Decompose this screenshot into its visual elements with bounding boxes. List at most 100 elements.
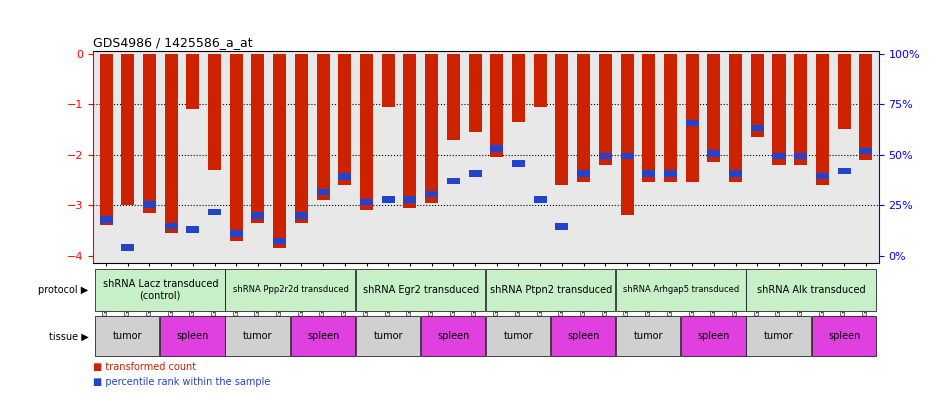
- Bar: [469, 53, 482, 132]
- Bar: [751, 125, 764, 131]
- Bar: [555, 53, 568, 185]
- Text: shRNA Ppp2r2d transduced: shRNA Ppp2r2d transduced: [232, 285, 349, 294]
- Bar: [485, 268, 616, 311]
- Bar: [512, 53, 525, 122]
- Bar: [490, 53, 503, 157]
- Bar: [578, 170, 591, 177]
- Bar: [121, 53, 134, 205]
- Text: tumor: tumor: [374, 331, 403, 342]
- Text: spleen: spleen: [828, 331, 860, 342]
- Bar: [534, 196, 547, 203]
- Text: ■ transformed count: ■ transformed count: [93, 362, 196, 373]
- Bar: [751, 53, 764, 137]
- Bar: [273, 53, 286, 248]
- Bar: [685, 53, 698, 182]
- Bar: [664, 53, 677, 182]
- Bar: [273, 237, 286, 244]
- Bar: [165, 53, 178, 233]
- Bar: [682, 316, 746, 356]
- Bar: [485, 316, 551, 356]
- Text: shRNA Ptpn2 transduced: shRNA Ptpn2 transduced: [490, 285, 612, 295]
- Bar: [251, 53, 264, 223]
- Bar: [812, 316, 876, 356]
- Bar: [729, 170, 742, 177]
- Bar: [664, 170, 677, 177]
- Bar: [381, 196, 394, 203]
- Text: GDS4986 / 1425586_a_at: GDS4986 / 1425586_a_at: [93, 35, 253, 48]
- Bar: [251, 212, 264, 219]
- Bar: [339, 53, 352, 185]
- Bar: [555, 223, 568, 230]
- Bar: [420, 316, 485, 356]
- Bar: [838, 53, 851, 129]
- Bar: [121, 244, 134, 251]
- Bar: [355, 316, 420, 356]
- Bar: [747, 316, 811, 356]
- Text: spleen: spleen: [698, 331, 730, 342]
- Text: tumor: tumor: [764, 331, 793, 342]
- Bar: [685, 120, 698, 127]
- Text: spleen: spleen: [307, 331, 339, 342]
- Bar: [794, 152, 807, 159]
- Bar: [617, 316, 681, 356]
- Text: tumor: tumor: [634, 331, 663, 342]
- Text: spleen: spleen: [437, 331, 470, 342]
- Text: tumor: tumor: [113, 331, 142, 342]
- Bar: [360, 53, 373, 210]
- Bar: [773, 53, 786, 165]
- Bar: [643, 53, 656, 182]
- Bar: [617, 268, 746, 311]
- Bar: [620, 152, 633, 159]
- Bar: [469, 170, 482, 177]
- Bar: [578, 53, 591, 182]
- Text: shRNA Lacz transduced
(control): shRNA Lacz transduced (control): [102, 279, 218, 301]
- Bar: [100, 53, 113, 226]
- Bar: [316, 53, 329, 200]
- Bar: [425, 191, 438, 197]
- Bar: [859, 53, 872, 160]
- Bar: [404, 196, 417, 203]
- Text: shRNA Arhgap5 transduced: shRNA Arhgap5 transduced: [623, 285, 739, 294]
- Bar: [230, 53, 243, 241]
- Text: spleen: spleen: [177, 331, 209, 342]
- Text: shRNA Alk transduced: shRNA Alk transduced: [757, 285, 866, 295]
- Text: shRNA Egr2 transduced: shRNA Egr2 transduced: [363, 285, 479, 295]
- Bar: [446, 178, 459, 184]
- Text: spleen: spleen: [567, 331, 600, 342]
- Bar: [95, 316, 159, 356]
- Bar: [512, 160, 525, 167]
- Bar: [295, 53, 308, 223]
- Bar: [290, 316, 355, 356]
- Text: tissue ▶: tissue ▶: [48, 331, 88, 342]
- Bar: [230, 230, 243, 237]
- Bar: [794, 53, 807, 165]
- Text: ■ percentile rank within the sample: ■ percentile rank within the sample: [93, 377, 271, 387]
- Bar: [599, 152, 612, 159]
- Bar: [816, 53, 829, 185]
- Bar: [295, 212, 308, 219]
- Bar: [160, 316, 224, 356]
- Bar: [100, 216, 113, 223]
- Text: protocol ▶: protocol ▶: [38, 285, 88, 295]
- Bar: [143, 53, 156, 213]
- Bar: [708, 150, 721, 157]
- Bar: [186, 53, 199, 109]
- Bar: [381, 53, 394, 107]
- Bar: [534, 53, 547, 107]
- Text: tumor: tumor: [504, 331, 533, 342]
- Bar: [360, 198, 373, 205]
- Text: tumor: tumor: [244, 331, 272, 342]
- Bar: [225, 316, 289, 356]
- Bar: [355, 268, 485, 311]
- Bar: [208, 209, 221, 215]
- Bar: [425, 53, 438, 203]
- Bar: [490, 145, 503, 152]
- Bar: [643, 170, 656, 177]
- Bar: [186, 226, 199, 233]
- Bar: [339, 173, 352, 180]
- Bar: [620, 53, 633, 215]
- Bar: [404, 53, 417, 208]
- Bar: [859, 148, 872, 154]
- Bar: [747, 268, 876, 311]
- Bar: [773, 152, 786, 159]
